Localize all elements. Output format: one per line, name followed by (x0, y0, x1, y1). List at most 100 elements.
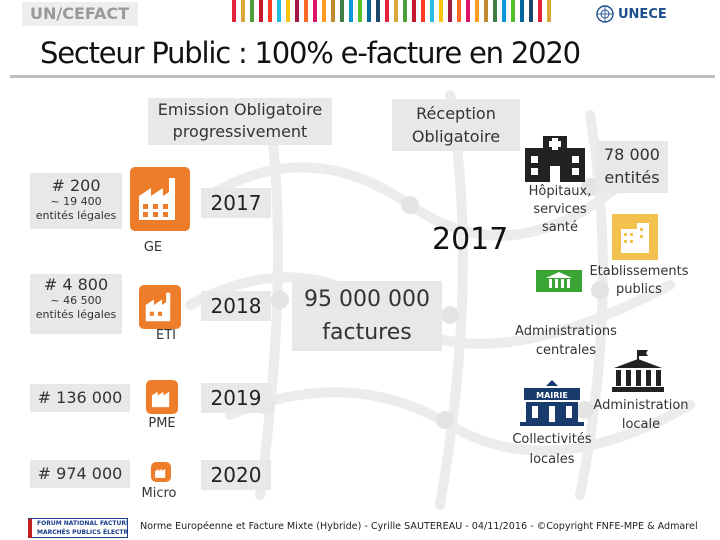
factory-icon (145, 292, 171, 322)
etab-line2: publics (616, 282, 662, 297)
mairie-building-icon (520, 380, 584, 426)
etab-label: Etablissements publics (586, 263, 692, 299)
emission-label-line1: Emission Obligatoire (157, 100, 323, 119)
factory-icon (139, 178, 175, 220)
tier-micro-category: Micro (141, 486, 177, 501)
color-stripe (412, 0, 416, 22)
color-stripe (502, 0, 506, 22)
tier-micro-year: 2020 (201, 460, 271, 490)
tier-pme-count: # 136 000 (37, 388, 123, 407)
tier-micro-icon-tile (151, 462, 171, 482)
footer-text: Norme Européenne et Facture Mixte (Hybri… (140, 521, 698, 532)
color-stripe (277, 0, 281, 22)
entities-total-box: 78 000 entités (596, 141, 668, 193)
color-stripe (538, 0, 542, 22)
color-stripe (295, 0, 299, 22)
color-stripe (349, 0, 353, 22)
color-stripe (520, 0, 524, 22)
color-stripe (403, 0, 407, 22)
admin-l-line1: Administration (593, 398, 689, 413)
footer-logo-accent (28, 519, 32, 538)
collectivites-line1: Collectivités (512, 432, 592, 447)
color-stripe (439, 0, 443, 22)
bank-icon (546, 272, 572, 288)
color-stripe (268, 0, 272, 22)
hopitaux-line2: services (533, 202, 587, 217)
tier-ge-category: GE (143, 240, 163, 255)
tier-eti-category: ETI (156, 328, 176, 343)
color-stripe (286, 0, 290, 22)
color-stripe (529, 0, 533, 22)
title-divider (10, 75, 715, 78)
entities-total-line2: entités (604, 168, 660, 187)
tier-pme-icon-tile (146, 380, 178, 414)
hopitaux-line3: santé (541, 220, 579, 235)
color-stripe (466, 0, 470, 22)
color-stripe (358, 0, 362, 22)
etab-line1: Etablissements (589, 264, 689, 279)
unece-label: UNECE (618, 6, 667, 22)
reception-volume-line1: 95 000 000 (304, 287, 430, 312)
reception-volume-box: 95 000 000 factures (292, 281, 442, 351)
reception-label-box: Réception Obligatoire (392, 99, 520, 151)
color-stripe (484, 0, 488, 22)
admin-l-line2: locale (621, 417, 661, 432)
hospital-icon (525, 136, 585, 182)
color-stripe (448, 0, 452, 22)
building-icon (621, 223, 649, 253)
color-stripe (304, 0, 308, 22)
tier-ge-icon-tile (130, 167, 190, 231)
factory-icon (155, 468, 166, 478)
reception-volume-line2: factures (322, 320, 412, 345)
color-stripe (475, 0, 479, 22)
color-stripe (511, 0, 515, 22)
tier-ge-sub-line2: entités légales (35, 209, 117, 222)
reception-label-line1: Réception (416, 104, 496, 123)
color-stripe (547, 0, 551, 22)
city-hall-icon (612, 350, 664, 392)
color-stripe (313, 0, 317, 22)
header-color-stripes (232, 0, 562, 22)
collectivites-label: Collectivités locales (504, 430, 600, 470)
tier-pme-category: PME (148, 416, 176, 431)
page-title: Secteur Public : 100% e-facture en 2020 (40, 36, 581, 70)
admin-c-icon-tile (536, 270, 582, 292)
tier-eti-year: 2018 (201, 291, 271, 321)
footer-logo-line1: FORUM NATIONAL FACTURE ÉLECTRONIQUE (37, 520, 127, 527)
admin-c-line1: Administrations (515, 324, 617, 339)
etab-icon-tile (612, 214, 658, 260)
admin-l-label: Administration locale (588, 396, 694, 434)
tier-eti-icon-tile (139, 285, 181, 329)
factory-icon (151, 391, 170, 408)
color-stripe (331, 0, 335, 22)
org-logo-unece: UNECE (596, 4, 716, 24)
tier-micro-count-box: # 974 000 (30, 460, 130, 488)
color-stripe (322, 0, 326, 22)
collectivites-line2: locales (529, 452, 575, 467)
footer-logo: FORUM NATIONAL FACTURE ÉLECTRONIQUE MARC… (28, 518, 128, 538)
hopitaux-line1: Hôpitaux, (528, 184, 592, 199)
color-stripe (430, 0, 434, 22)
org-logo-uncefact: UN/CEFACT (22, 2, 138, 26)
tier-eti-sub-line2: entités légales (35, 308, 117, 321)
tier-eti-sub-line1: ~ 46 500 (50, 294, 102, 307)
tier-ge-sub-line1: ~ 19 400 (50, 195, 102, 208)
tier-pme-count-box: # 136 000 (30, 384, 130, 412)
color-stripe (340, 0, 344, 22)
color-stripe (385, 0, 389, 22)
color-stripe (259, 0, 263, 22)
tier-ge-count-box: # 200 ~ 19 400 entités légales (30, 173, 122, 229)
color-stripe (376, 0, 380, 22)
reception-year: 2017 (432, 222, 509, 257)
emission-label-line2: progressivement (172, 122, 308, 141)
admin-c-label: Administrations centrales (508, 322, 624, 360)
color-stripe (493, 0, 497, 22)
tier-ge-count: # 200 (51, 176, 101, 195)
emission-label-box: Emission Obligatoire progressivement (148, 98, 332, 145)
tier-micro-count: # 974 000 (37, 464, 123, 483)
color-stripe (394, 0, 398, 22)
tier-eti-count-box: # 4 800 ~ 46 500 entités légales (30, 274, 122, 334)
color-stripe (457, 0, 461, 22)
mairie-sign: MAIRIE (536, 391, 568, 400)
hopitaux-label: Hôpitaux, services santé (520, 183, 600, 237)
